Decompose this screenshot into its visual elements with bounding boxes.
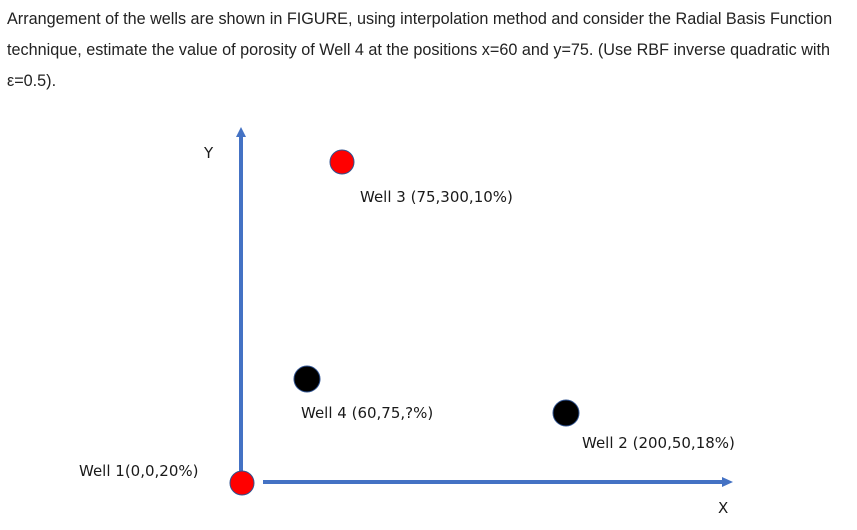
well-3-label: Well 3 (75,300,10%) — [360, 188, 513, 206]
well-2-label: Well 2 (200,50,18%) — [582, 434, 735, 452]
x-axis-arrowhead — [722, 477, 733, 487]
well-1-label: Well 1(0,0,20%) — [79, 462, 199, 480]
y-axis-arrowhead — [236, 127, 246, 137]
well-1-marker — [229, 470, 255, 496]
question-text: Arrangement of the wells are shown in FI… — [7, 10, 833, 90]
y-axis-label: Y — [203, 144, 214, 162]
well-3-marker — [329, 149, 355, 175]
x-axis-label: X — [718, 499, 728, 517]
well-4-label: Well 4 (60,75,?%) — [301, 404, 433, 422]
well-4-marker — [293, 365, 321, 393]
well-2-marker — [552, 399, 580, 427]
